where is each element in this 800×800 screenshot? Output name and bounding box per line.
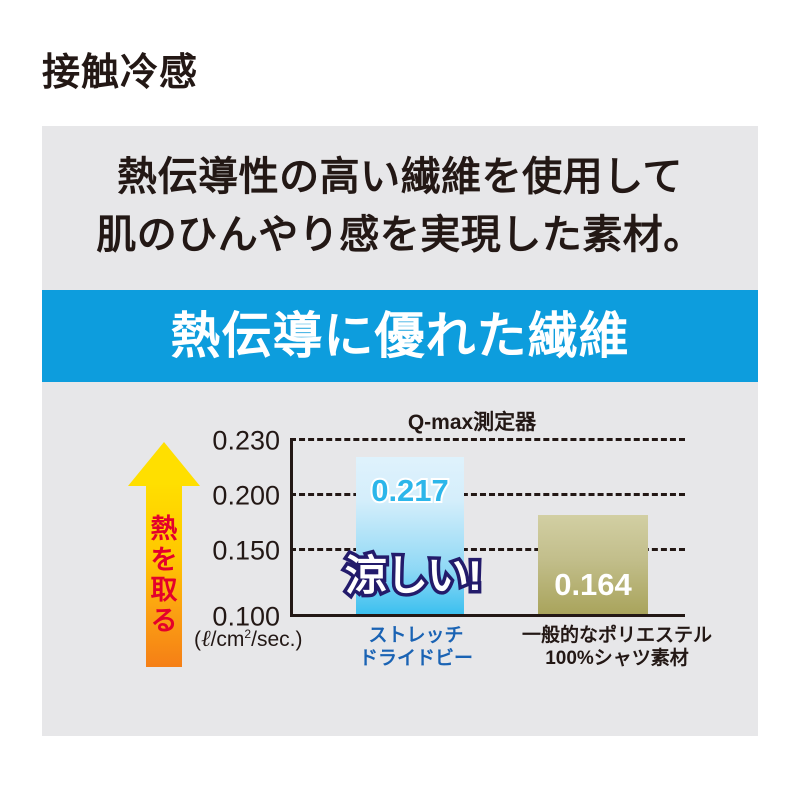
lead-line-1: 熱伝導性の高い繊維を使用して	[117, 155, 683, 199]
category-b-line-1: 一般的なポリエステル	[521, 625, 712, 646]
bar-stretch-dry-dobby: 0.217	[356, 457, 464, 614]
category-b-line-2: 100%シャツ素材	[545, 648, 689, 670]
y-axis-line	[290, 438, 293, 617]
bar-value-generic-polyester: 0.164	[554, 567, 632, 602]
arrow-label-char-3: 取	[150, 575, 178, 605]
arrow-label: 熱 を 取 る	[146, 514, 182, 636]
feature-banner-text: 熱伝導に優れた繊維	[170, 308, 630, 364]
qmax-bar-chart: Q-max測定器 熱 を 取 る 0.230 0.200	[42, 382, 758, 736]
cool-annotation: 涼しい!	[342, 549, 486, 603]
x-axis-line	[290, 614, 685, 617]
page-title: 接触冷感	[42, 52, 199, 94]
arrow-label-char-4: る	[150, 605, 178, 636]
chart-title: Q-max測定器	[407, 411, 537, 434]
category-a-line-1: ストレッチ	[368, 625, 464, 646]
gridline-0200: 0.200	[212, 481, 685, 511]
arrow-head-icon	[128, 442, 200, 486]
arrow-label-char-2: を	[150, 544, 178, 575]
y-axis-unit-label: (ℓ/cm2/sec.)	[194, 626, 303, 651]
ytick-label-0150: 0.150	[212, 535, 280, 566]
gridline-0150: 0.150	[212, 536, 685, 566]
square-exponent: 2	[244, 627, 252, 641]
bar-generic-polyester: 0.164	[538, 515, 648, 614]
feature-banner: 熱伝導に優れた繊維	[42, 290, 758, 382]
heat-removal-arrow: 熱 を 取 る	[128, 442, 200, 667]
content-panel: 熱伝導性の高い繊維を使用して 肌のひんやり感を実現した素材。 熱伝導に優れた繊維…	[42, 126, 758, 736]
ytick-label-0100: 0.100	[212, 601, 280, 632]
lead-copy: 熱伝導性の高い繊維を使用して 肌のひんやり感を実現した素材。	[42, 148, 758, 264]
lead-line-2: 肌のひんやり感を実現した素材。	[96, 213, 704, 257]
gridline-0230: 0.230	[212, 426, 685, 456]
arrow-label-char-1: 熱	[150, 514, 178, 544]
ytick-label-0230: 0.230	[212, 425, 280, 456]
category-label-generic-polyester: 一般的なポリエステル 100%シャツ素材	[512, 624, 722, 670]
bar-value-stretch-dry-dobby: 0.217	[369, 471, 451, 510]
category-a-line-2: ドライドビー	[358, 648, 473, 670]
plot-area: 0.230 0.200 0.150 0.100 0.217 0.164	[212, 426, 685, 632]
ytick-label-0200: 0.200	[212, 480, 280, 511]
liter-symbol: ℓ	[201, 626, 211, 651]
arrow-body	[146, 485, 182, 667]
category-label-stretch-dry-dobby: ストレッチ ドライドビー	[336, 624, 496, 670]
